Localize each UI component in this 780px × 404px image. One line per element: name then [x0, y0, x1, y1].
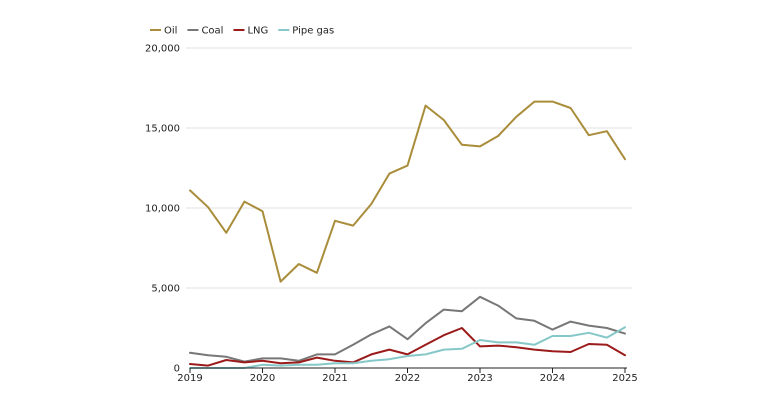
legend-item-pipe-gas: Pipe gas: [278, 26, 334, 37]
x-tick-label: 2021: [322, 373, 347, 384]
y-tick-label: 0: [174, 364, 180, 375]
legend-label: Coal: [201, 26, 223, 37]
x-tick-label: 2022: [395, 373, 420, 384]
x-tick-label: 2023: [467, 373, 492, 384]
x-tick-label: 2019: [177, 373, 202, 384]
x-tick-label: 2025: [612, 373, 637, 384]
series-line-oil: [189, 100, 626, 283]
series-line-lng: [189, 327, 626, 367]
series-line-pipe-gas: [189, 326, 626, 369]
legend-item-oil: Oil: [150, 26, 177, 37]
x-tick-label: 2020: [250, 373, 275, 384]
x-tick-label: 2024: [540, 373, 565, 384]
y-tick-label: 15,000: [145, 124, 180, 135]
legend-label: Oil: [164, 26, 177, 37]
y-tick-label: 5,000: [151, 284, 180, 295]
y-tick-label: 20,000: [145, 44, 180, 55]
y-tick-label: 10,000: [145, 204, 180, 215]
axis-layer: 0 5,000 10,000 15,000 20,000 2019 2020 2021 2022…: [145, 44, 638, 385]
grid-layer: [186, 47, 632, 289]
legend-label: Pipe gas: [292, 26, 334, 37]
legend: Oil Coal LNG Pipe gas: [150, 26, 334, 37]
legend-label: LNG: [247, 26, 268, 37]
legend-item-lng: LNG: [233, 26, 268, 37]
series-line-coal: [189, 295, 626, 363]
legend-item-coal: Coal: [187, 26, 223, 37]
line-layer: [189, 100, 626, 369]
